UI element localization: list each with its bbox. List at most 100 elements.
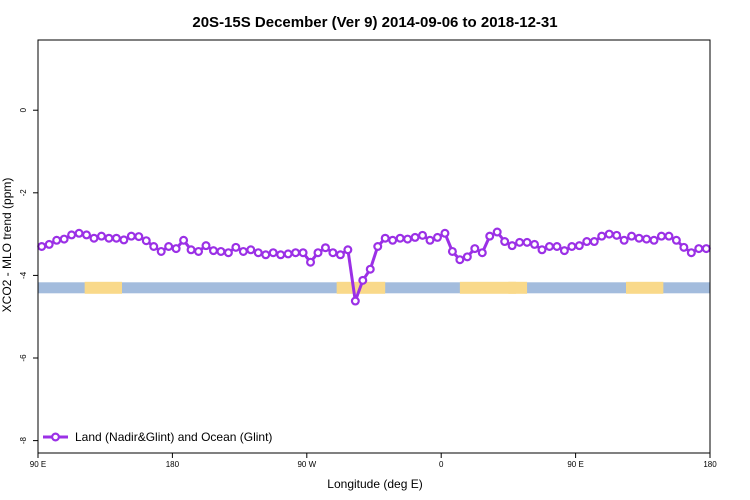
data-point <box>679 242 689 252</box>
data-point <box>455 255 465 265</box>
data-point <box>149 242 159 252</box>
data-point <box>208 246 218 256</box>
data-point <box>119 235 129 245</box>
data-point <box>686 248 696 258</box>
data-point <box>432 232 442 242</box>
data-point <box>37 242 47 252</box>
data-point <box>694 244 704 254</box>
data-point <box>343 245 353 255</box>
data-point <box>67 230 77 240</box>
data-point <box>574 241 584 251</box>
data-point <box>291 248 301 258</box>
data-point <box>52 235 62 245</box>
data-point <box>126 231 136 241</box>
data-point <box>619 235 629 245</box>
data-point <box>104 233 114 243</box>
data-point <box>164 242 174 252</box>
data-point <box>306 257 316 267</box>
data-point <box>82 230 92 240</box>
data-point <box>500 237 510 247</box>
data-point <box>418 230 428 240</box>
data-point <box>582 237 592 247</box>
data-point <box>447 246 457 256</box>
data-point <box>627 231 637 241</box>
data-point <box>89 233 99 243</box>
data-point <box>634 233 644 243</box>
x-tick-label: 90 E <box>30 460 46 469</box>
data-point <box>664 231 674 241</box>
data-point <box>231 242 241 252</box>
data-point <box>656 231 666 241</box>
data-point <box>216 246 226 256</box>
data-point <box>179 235 189 245</box>
x-axis-label: Longitude (deg E) <box>327 477 422 491</box>
data-point <box>567 242 577 252</box>
data-point <box>320 243 330 253</box>
data-point <box>515 237 525 247</box>
y-tick-label: -4 <box>19 271 28 279</box>
data-point <box>597 231 607 241</box>
data-point <box>642 234 652 244</box>
data-point <box>507 241 517 251</box>
data-point <box>223 248 233 258</box>
chart-title: 20S-15S December (Ver 9) 2014-09-06 to 2… <box>192 14 557 31</box>
data-point <box>268 248 278 258</box>
data-point <box>410 232 420 242</box>
land-band-segment <box>508 281 516 294</box>
data-point <box>186 245 196 255</box>
data-point <box>537 245 547 255</box>
x-tick-label: 180 <box>166 460 180 469</box>
land-band-segment <box>459 281 528 294</box>
data-point <box>552 242 562 252</box>
plot-frame <box>37 39 711 454</box>
data-point <box>313 248 323 258</box>
y-tick-label: -8 <box>19 437 28 445</box>
data-point <box>403 234 413 244</box>
data-point <box>350 296 360 306</box>
data-point <box>485 231 495 241</box>
land-band-segment <box>626 281 664 294</box>
data-point <box>701 244 711 254</box>
data-point <box>365 264 375 274</box>
legend-label: Land (Nadir&Glint) and Ocean (Glint) <box>75 430 272 444</box>
data-point <box>671 235 681 245</box>
y-tick-label: 0 <box>19 107 28 112</box>
data-point <box>194 246 204 256</box>
data-point <box>246 245 256 255</box>
data-point <box>462 252 472 262</box>
data-point <box>477 248 487 258</box>
data-point <box>238 246 248 256</box>
data-point <box>522 237 532 247</box>
y-axis: 0 -2 -4 -6 -8 <box>19 107 38 444</box>
series-layer <box>37 227 711 306</box>
y-axis-label: XCO2 - MLO trend (ppm) <box>0 178 14 313</box>
data-point <box>261 250 271 260</box>
data-point <box>530 239 540 249</box>
data-point <box>492 227 502 237</box>
land-band-segment <box>84 281 122 294</box>
data-point <box>141 236 151 246</box>
data-point <box>96 231 106 241</box>
data-point <box>171 244 181 254</box>
y-tick-label: -6 <box>19 354 28 362</box>
data-point <box>298 248 308 258</box>
y-tick-label: -2 <box>19 189 28 197</box>
data-point <box>612 230 622 240</box>
data-point <box>253 248 263 258</box>
x-tick-label: 0 <box>439 460 444 469</box>
data-point <box>395 233 405 243</box>
data-point <box>373 242 383 252</box>
data-point <box>59 234 69 244</box>
data-point <box>283 249 293 259</box>
data-point <box>440 228 450 238</box>
x-axis: 90 E 180 90 W 0 90 E 180 <box>30 453 717 469</box>
data-point <box>74 228 84 238</box>
data-point <box>134 232 144 242</box>
data-point <box>358 275 368 285</box>
data-point <box>276 250 286 260</box>
data-point <box>328 248 338 258</box>
x-tick-label: 180 <box>703 460 717 469</box>
data-point <box>649 235 659 245</box>
data-point <box>380 233 390 243</box>
surface-band <box>38 281 710 294</box>
